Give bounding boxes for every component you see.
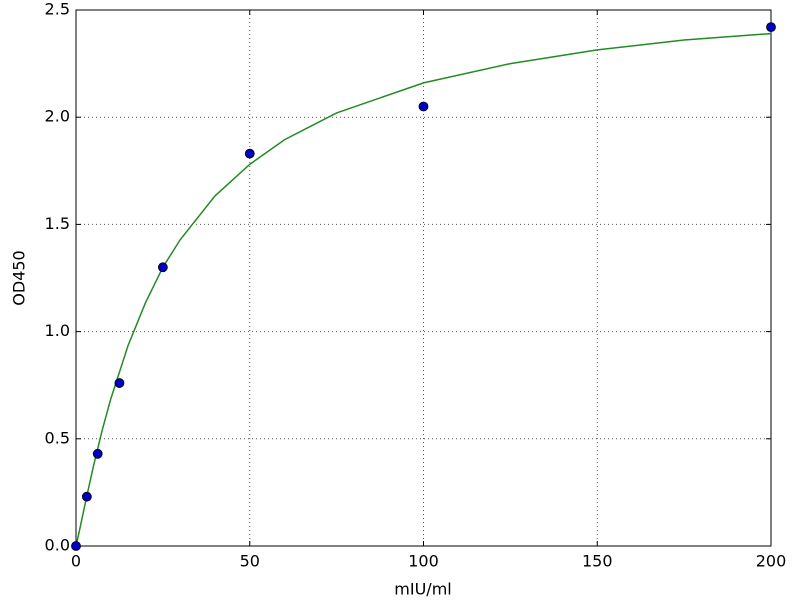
x-axis-label: mIU/ml	[394, 580, 451, 599]
data-point	[244, 148, 255, 159]
data-point	[81, 491, 92, 502]
data-point	[114, 378, 125, 388]
y-tick-label: 0.0	[45, 536, 70, 555]
y-tick-label: 2.5	[45, 0, 70, 19]
y-tick-label: 2.0	[45, 107, 70, 126]
x-tick-label: 100	[408, 552, 439, 571]
x-tick-label: 200	[756, 552, 787, 571]
y-tick-label: 1.5	[45, 214, 70, 233]
data-point	[157, 262, 168, 273]
data-point	[766, 22, 776, 33]
plot-frame	[75, 9, 772, 547]
x-tick-label: 0	[71, 552, 81, 571]
y-axis-label: OD450	[10, 250, 29, 305]
y-tick-label: 1.0	[45, 321, 70, 340]
y-tick-label: 0.5	[45, 428, 70, 447]
data-point	[92, 448, 103, 459]
x-tick-label: 150	[582, 552, 613, 571]
x-tick-label: 50	[240, 552, 260, 571]
data-point	[71, 541, 81, 551]
data-point	[418, 101, 429, 112]
